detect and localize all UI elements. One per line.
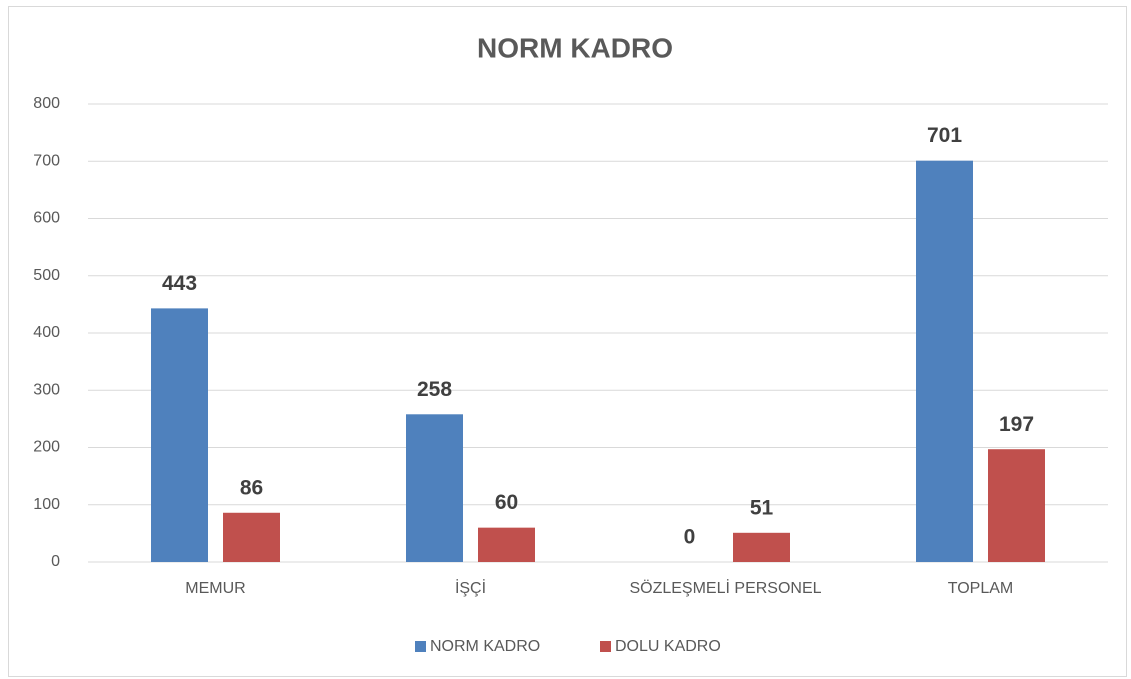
x-tick-label: MEMUR [185,580,245,597]
y-tick-label: 800 [33,95,60,112]
x-tick-label: İŞÇİ [455,578,486,597]
value-label: 443 [162,272,197,295]
y-tick-label: 200 [33,439,60,456]
y-tick-label: 700 [33,152,60,169]
value-label: 701 [927,124,962,147]
x-tick-label: SÖZLEŞMELİ PERSONEL [629,578,821,597]
value-label: 197 [999,413,1034,436]
y-tick-label: 500 [33,267,60,284]
bar [733,532,790,562]
legend-swatch [415,641,426,652]
chart-title: NORM KADRO [477,32,673,63]
bar [151,308,208,562]
y-tick-label: 600 [33,210,60,227]
value-label: 0 [684,526,696,549]
y-tick-label: 400 [33,324,60,341]
value-label: 258 [417,378,452,401]
value-label: 86 [240,476,263,499]
value-label: 51 [750,496,774,519]
bar [223,512,280,562]
bar [988,449,1045,562]
y-tick-label: 0 [51,553,60,570]
y-tick-label: 100 [33,496,60,513]
bar [478,527,535,562]
bar [916,160,973,563]
value-label: 60 [495,491,518,514]
y-tick-label: 300 [33,381,60,398]
legend-label: NORM KADRO [430,638,540,655]
x-tick-label: TOPLAM [948,580,1014,597]
legend-label: DOLU KADRO [615,638,721,655]
legend-swatch [600,641,611,652]
bar [406,414,463,562]
